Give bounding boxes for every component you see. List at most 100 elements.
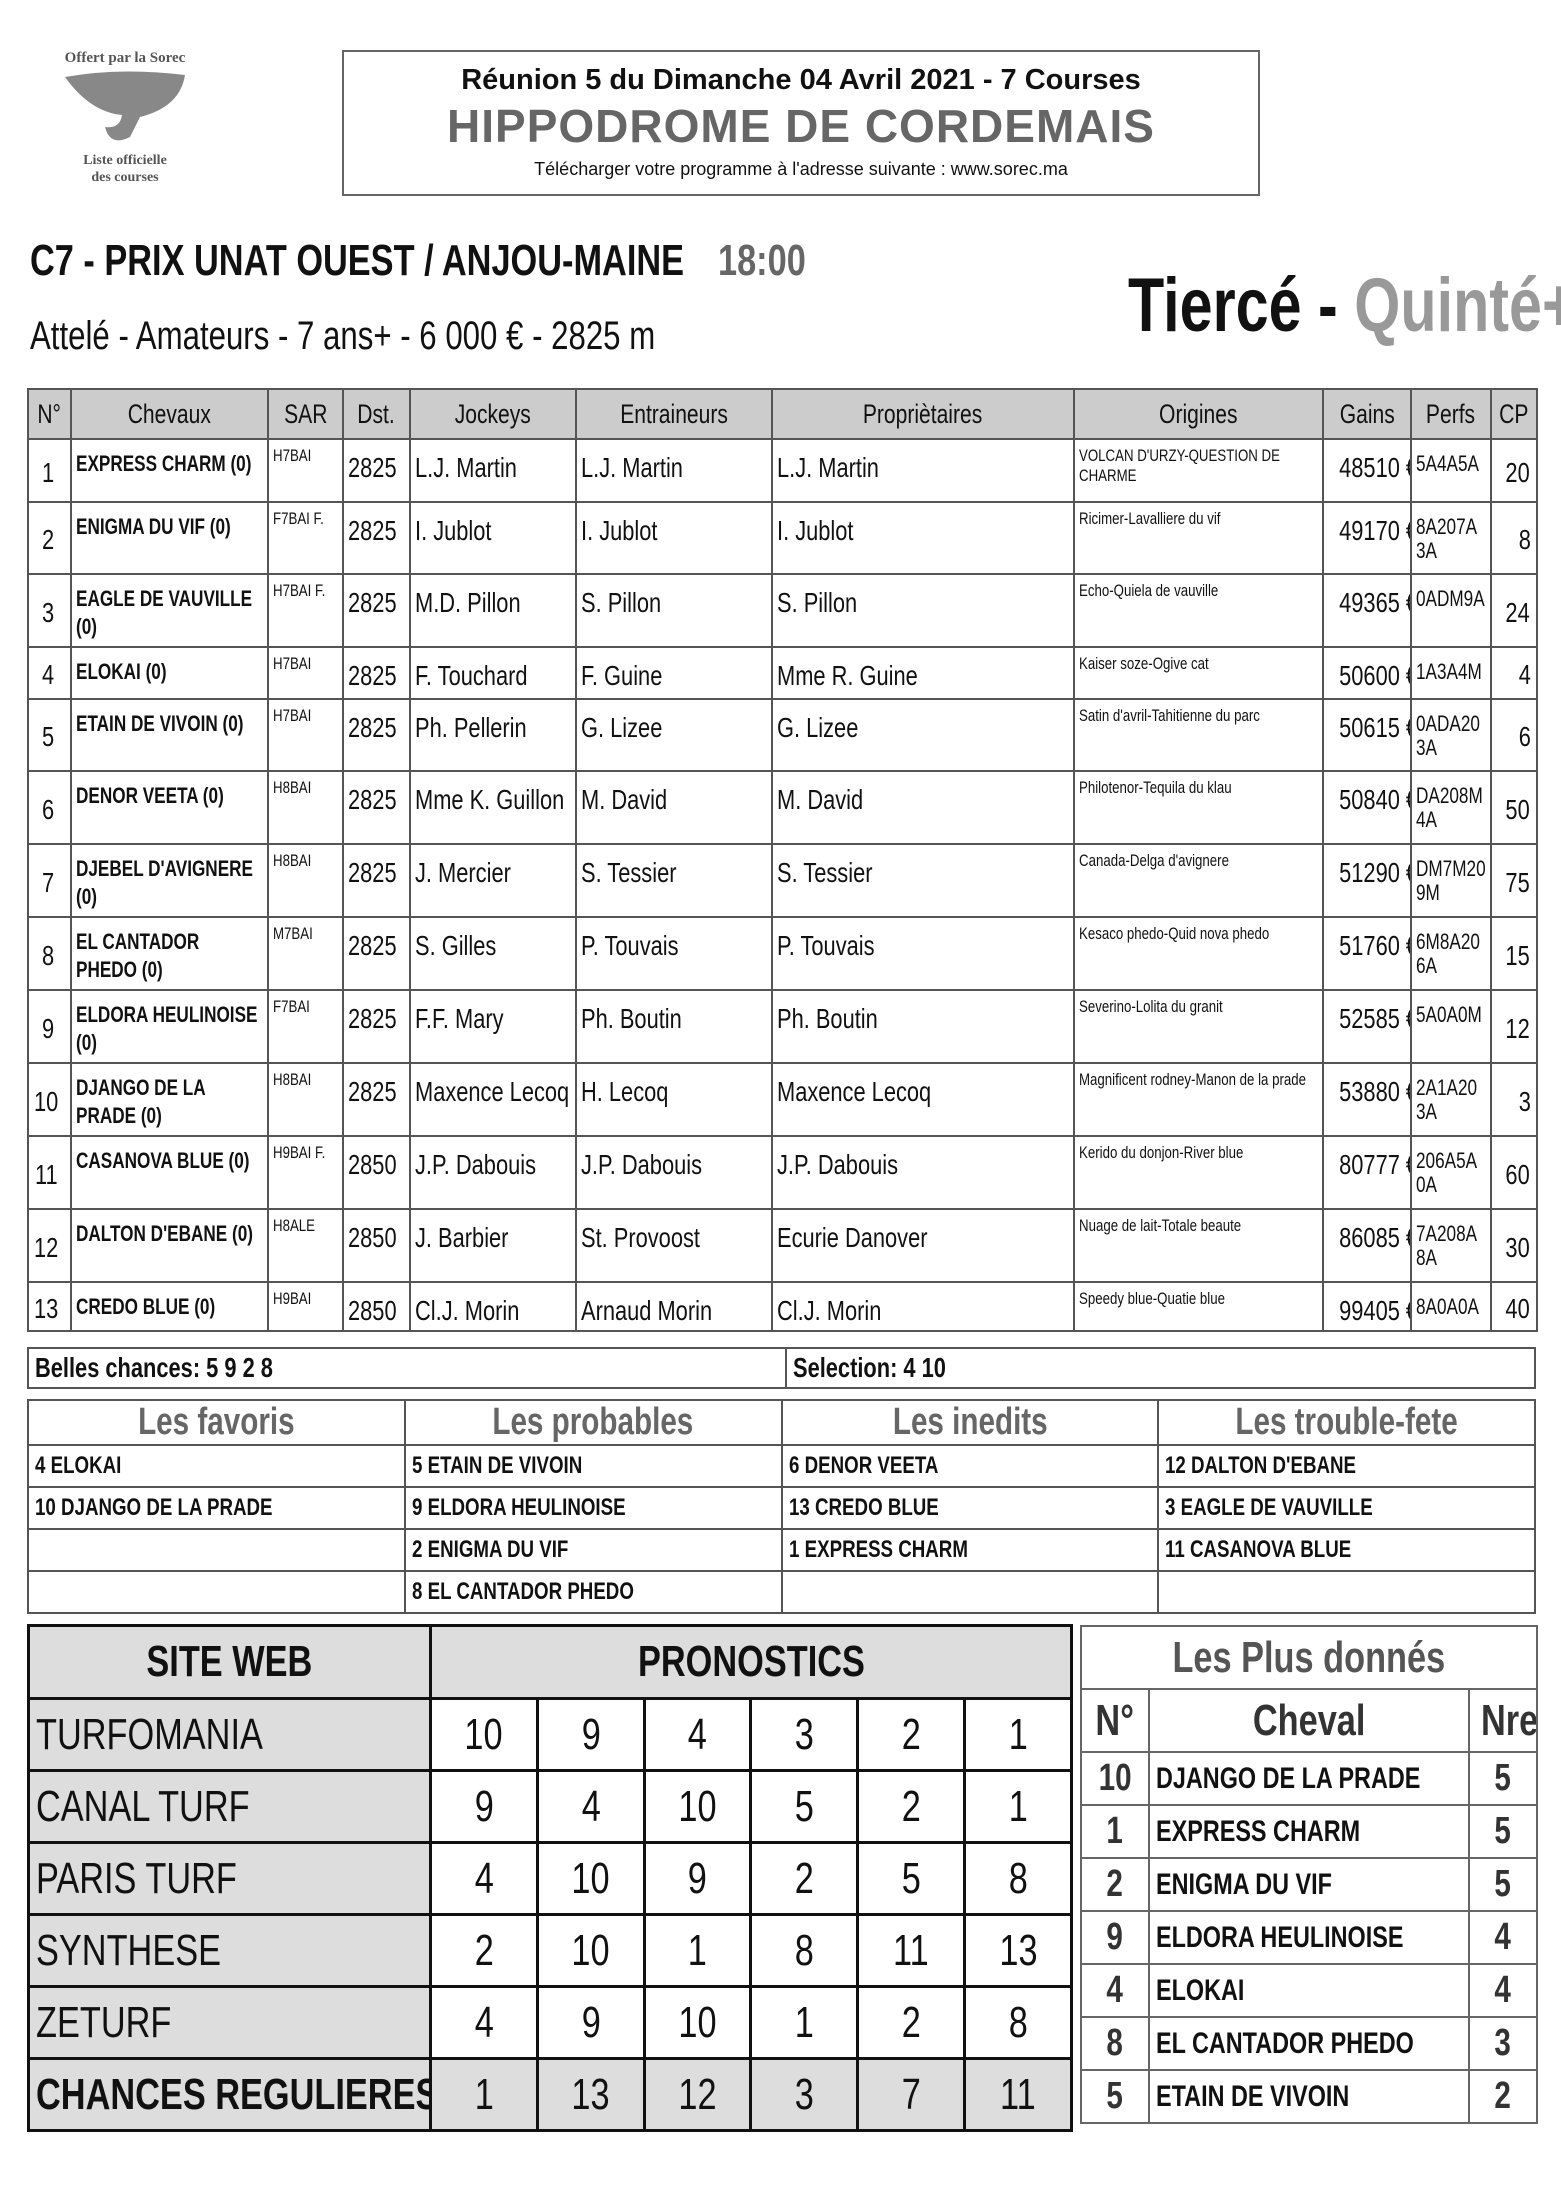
cell-perfs: DM7M20 9M [1416, 856, 1486, 905]
category-cell [27, 1528, 406, 1572]
pick-number: 13 [998, 1925, 1038, 1975]
pick-number: 12 [678, 2069, 717, 2119]
cell-trainer: S. Tessier [575, 843, 773, 918]
categories-table: Les favoris Les probables Les inedits Les t… [27, 1399, 1536, 1614]
cell-cp: 8 [1519, 524, 1532, 555]
plus-count: 5 [1467, 1804, 1539, 1859]
cell-gains: 99405 € [1322, 1281, 1412, 1332]
cell-cp: 20 [1505, 456, 1530, 488]
cell-num: 11 [35, 1158, 59, 1190]
pick-cell: 3 [749, 1697, 860, 1772]
pick-number: 9 [688, 1853, 708, 1903]
header-trainer: Entraineurs [575, 388, 773, 440]
cell-sar: M7BAI [273, 924, 313, 943]
pick-cell: 1 [963, 1697, 1073, 1772]
cell-horse: EAGLE DE VAUVILLE (0) [70, 573, 269, 648]
pick-number: 11 [893, 1925, 930, 1975]
cell-distance: 2850 [348, 1222, 397, 1253]
cell-sar: H8ALE [273, 1216, 316, 1235]
cell-num: 7 [42, 866, 55, 898]
pick-number: 10 [571, 1853, 610, 1903]
horse-name: ELDORA HEULINOISE [1156, 1920, 1404, 1954]
pick-number: 7 [901, 2069, 921, 2119]
tip-count: 2 [1494, 2075, 1512, 2117]
site-label: ZETURF [36, 1997, 172, 2047]
cell-owner: J.P. Dabouis [771, 1135, 1075, 1210]
cell-jockey: J. Mercier [415, 857, 511, 888]
cell-cp: 8 [1490, 501, 1538, 575]
cell-jockey: F. Touchard [409, 646, 577, 700]
pick-cell: 1 [642, 1913, 753, 1988]
category-cell [1157, 1570, 1536, 1614]
cell-jockey: I. Jublot [415, 515, 492, 546]
cell-cp: 60 [1505, 1158, 1530, 1190]
category-title: Les trouble-fete [1235, 1401, 1458, 1443]
category-cell: 4 ELOKAI [27, 1444, 406, 1488]
cell-origins: Satin d'avril-Tahitienne du parc [1079, 706, 1260, 725]
cell-gains: 86085 € [1322, 1208, 1412, 1283]
category-title: Les favoris [138, 1401, 295, 1443]
cell-sar: H8BAI [267, 1062, 344, 1137]
cell-num: 13 [27, 1281, 72, 1332]
bet-separator: - [1301, 263, 1355, 348]
pick-cell: 9 [429, 1769, 539, 1844]
pick-number: 9 [474, 1781, 494, 1831]
cell-owner: J.P. Dabouis [777, 1149, 899, 1180]
cell-num: 9 [27, 989, 72, 1064]
tip-count: 5 [1494, 1757, 1512, 1799]
cell-distance: 2825 [348, 660, 397, 691]
cell-cp: 3 [1519, 1085, 1532, 1117]
category-header: Les favoris [27, 1399, 406, 1446]
cell-sar: F7BAI [267, 989, 344, 1064]
pick-number: 2 [901, 1781, 921, 1831]
cell-gains: 49365 € [1322, 573, 1412, 648]
cell-trainer: P. Touvais [575, 916, 773, 991]
cell-num: 6 [42, 793, 55, 825]
site-name: CANAL TURF [27, 1769, 432, 1844]
horse-name: ELOKAI [1156, 1973, 1245, 2007]
cell-owner: G. Lizee [777, 712, 859, 743]
cell-cp: 40 [1490, 1281, 1538, 1332]
header-distance: Dst. [342, 388, 411, 440]
cell-horse: ETAIN DE VIVOIN (0) [70, 698, 269, 772]
site-label: TURFOMANIA [36, 1709, 263, 1759]
horse-name: DJANGO DE LA PRADE [1156, 1761, 1421, 1795]
cell-trainer: G. Lizee [575, 698, 773, 772]
cell-owner: G. Lizee [771, 698, 1075, 772]
pick-cell: 8 [963, 1841, 1073, 1916]
cell-cp: 3 [1490, 1062, 1538, 1137]
cell-trainer: M. David [581, 784, 668, 815]
cell-distance: 2825 [342, 573, 411, 648]
cell-num: 12 [34, 1231, 59, 1263]
cell-distance: 2825 [342, 843, 411, 918]
pick-cell: 2 [749, 1841, 860, 1916]
runners-table: N° Chevaux SAR Dst. Jockeys Entraineurs Propri… [27, 388, 1538, 1332]
category-cell [27, 1570, 406, 1614]
pick-number: 3 [794, 1709, 814, 1759]
pick-cell: 8 [963, 1985, 1073, 2060]
category-row: 8 EL CANTADOR PHEDO [27, 1570, 1536, 1614]
cell-jockey: M.D. Pillon [409, 573, 577, 648]
cell-sar: H8BAI [267, 843, 344, 918]
cell-origins: Speedy blue-Quatie blue [1073, 1281, 1324, 1332]
cell-owner: Cl.J. Morin [771, 1281, 1075, 1332]
cell-gains: 51290 € [1322, 843, 1412, 918]
cell-cp: 12 [1490, 989, 1538, 1064]
pick-cell: 3 [749, 2057, 860, 2132]
cell-perfs: 2A1A20 3A [1416, 1075, 1478, 1124]
cell-num: 9 [42, 1012, 55, 1044]
cell-cp: 6 [1519, 721, 1532, 752]
cell-num: 1 [27, 438, 72, 503]
category-horse: 13 CREDO BLUE [788, 1494, 939, 1521]
category-cell [780, 1570, 1160, 1614]
header-label: Propriètaires [863, 398, 983, 429]
horse-number: 4 [1106, 1969, 1124, 2011]
cell-perfs: 1A3A4M [1410, 646, 1492, 700]
pick-cell: 1 [429, 2057, 539, 2132]
cell-gains: 53880 € [1322, 1062, 1412, 1137]
pick-number: 2 [474, 1925, 494, 1975]
cell-owner: S. Pillon [771, 573, 1075, 648]
plus-donnes-row: 4 ELOKAI 4 [1080, 1963, 1539, 2018]
site-label: PARIS TURF [36, 1853, 237, 1903]
pronostic-row: ZETURF 4 9 10 1 2 8 [27, 1985, 1073, 2060]
